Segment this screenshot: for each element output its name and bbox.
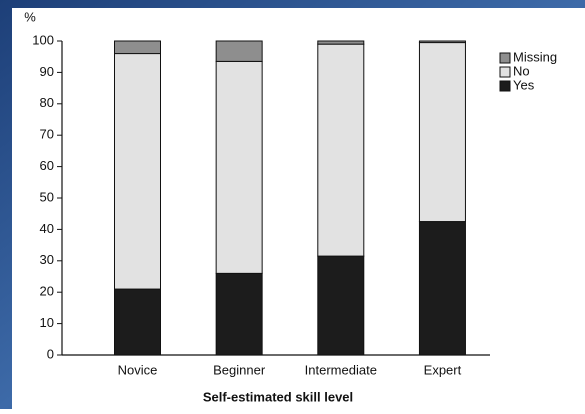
y-tick-label: 30	[40, 252, 54, 267]
bar-segment	[418, 40, 466, 44]
bar-segment	[114, 288, 161, 356]
bar-segment	[215, 60, 263, 274]
bar-segment	[317, 43, 365, 257]
bar-segment	[215, 40, 263, 62]
y-axis-label: %	[24, 9, 36, 24]
legend-swatch	[499, 52, 511, 64]
legend-label: Yes	[513, 77, 535, 92]
y-tick-label: 10	[40, 315, 54, 330]
bar-segment	[114, 53, 161, 290]
x-tick-label: Beginner	[213, 362, 266, 377]
legend-swatch	[499, 66, 511, 78]
bar-segment	[114, 40, 161, 55]
x-tick-label: Intermediate	[305, 362, 377, 377]
legend-label: No	[513, 63, 530, 78]
y-tick-label: 100	[32, 32, 54, 47]
legend-swatch	[499, 80, 511, 92]
bar-segment	[317, 255, 365, 356]
chart-panel	[12, 8, 585, 409]
y-tick-label: 70	[40, 127, 54, 142]
bar-segment	[317, 40, 365, 45]
x-tick-label: Novice	[118, 362, 158, 377]
y-tick-label: 80	[40, 95, 54, 110]
y-tick-label: 0	[47, 346, 54, 361]
y-tick-label: 40	[40, 221, 54, 236]
x-tick-label: Expert	[424, 362, 462, 377]
legend-label: Missing	[513, 49, 557, 64]
x-axis-label: Self-estimated skill level	[203, 389, 353, 404]
y-tick-label: 50	[40, 189, 54, 204]
bar-segment	[418, 221, 466, 356]
y-tick-label: 20	[40, 284, 54, 299]
bar-segment	[418, 42, 466, 223]
bar-segment	[215, 272, 263, 356]
y-tick-label: 60	[40, 158, 54, 173]
y-tick-label: 90	[40, 64, 54, 79]
